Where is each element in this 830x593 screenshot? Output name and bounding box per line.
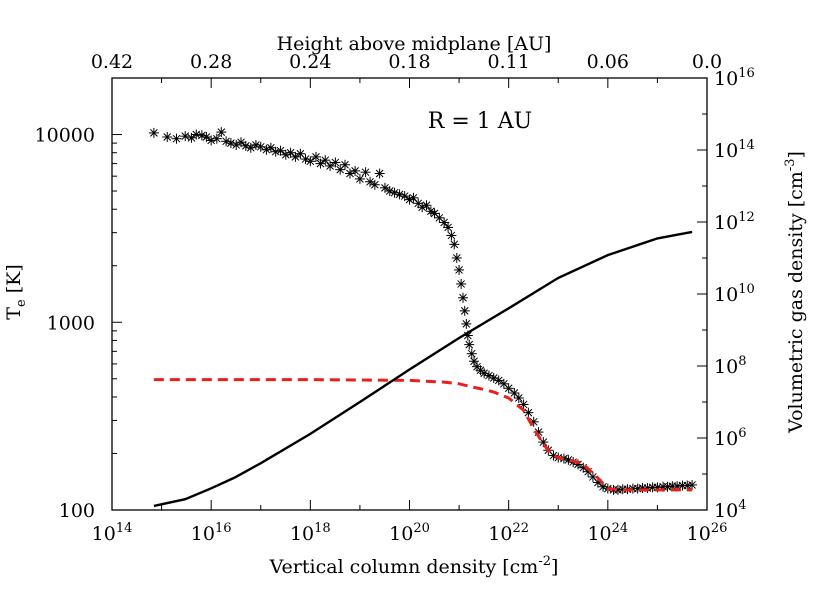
top-tick-label: 0.24 xyxy=(289,51,331,73)
y2-tick-label: 1012 xyxy=(714,210,755,234)
x-tick-label: 1018 xyxy=(290,521,331,545)
data-point xyxy=(211,133,222,144)
y-axis-label: Te [K] xyxy=(3,264,29,319)
data-point xyxy=(374,168,385,179)
data-point xyxy=(439,217,450,228)
data-point xyxy=(399,191,410,202)
data-point xyxy=(458,292,469,303)
density-series-line xyxy=(153,230,693,508)
data-point xyxy=(315,158,326,169)
y-tick-label: 10000 xyxy=(35,125,95,147)
data-point xyxy=(295,148,306,159)
plot-frame xyxy=(111,77,708,511)
data-point xyxy=(305,156,316,167)
data-point xyxy=(148,127,159,138)
data-point xyxy=(365,176,376,187)
data-point xyxy=(404,194,415,205)
data-point xyxy=(162,131,173,142)
data-point xyxy=(180,131,191,142)
data-point xyxy=(344,168,355,179)
dashed-series-line xyxy=(153,378,693,492)
data-point xyxy=(548,450,559,461)
annotation: R = 1 AU xyxy=(428,109,532,134)
data-point xyxy=(360,167,371,178)
data-point xyxy=(446,230,457,241)
data-point xyxy=(339,159,350,170)
y2-tick-label: 1014 xyxy=(714,138,755,162)
data-point xyxy=(320,155,331,166)
x-tick-label: 1016 xyxy=(191,521,232,545)
data-point xyxy=(261,144,272,155)
data-point xyxy=(379,182,390,193)
data-point xyxy=(642,482,653,493)
data-point xyxy=(354,173,365,184)
top-tick-label: 0.42 xyxy=(91,51,133,73)
y2-tick-label: 106 xyxy=(714,426,746,450)
data-point xyxy=(479,368,490,379)
y2-tick-label: 104 xyxy=(714,498,746,522)
data-point xyxy=(687,479,698,490)
x-tick-label: 1024 xyxy=(587,521,628,545)
top-tick-label: 0.11 xyxy=(488,51,530,73)
x-tick-label: 1026 xyxy=(687,521,728,545)
data-point xyxy=(350,165,361,176)
x-axis-label: Vertical column density [cm-2] xyxy=(269,554,559,578)
y-tick-label: 1000 xyxy=(47,312,95,334)
y2-tick-label: 108 xyxy=(714,354,746,378)
data-point xyxy=(265,142,276,153)
data-point xyxy=(245,142,256,153)
data-point xyxy=(417,202,428,213)
data-point xyxy=(325,160,336,171)
data-point xyxy=(464,339,475,350)
data-point xyxy=(216,127,227,138)
data-point xyxy=(459,305,470,316)
y-tick-label: 100 xyxy=(59,500,95,522)
axis-ticks: 1014 1016 1018 1020 1022 1024 1026 0.42 0.28 0.24… xyxy=(35,51,755,545)
data-point xyxy=(443,222,454,233)
data-marks xyxy=(148,127,698,508)
data-point xyxy=(384,186,395,197)
x-tick-label: 1014 xyxy=(92,521,133,545)
data-point xyxy=(421,200,432,211)
y2-tick-label: 1010 xyxy=(714,282,755,306)
data-point xyxy=(171,133,182,144)
top-tick-label: 0.18 xyxy=(388,51,430,73)
y2-tick-label: 1016 xyxy=(714,66,755,90)
data-point xyxy=(330,157,341,168)
data-point xyxy=(493,375,504,386)
data-point xyxy=(255,141,266,152)
data-point xyxy=(449,239,460,250)
top-tick-label: 0.28 xyxy=(190,51,232,73)
x-tick-label: 1022 xyxy=(488,521,529,545)
y2-axis-label: Volumetric gas density [cm-3] xyxy=(783,151,807,434)
data-point xyxy=(456,278,467,289)
data-point xyxy=(275,145,286,156)
data-point xyxy=(310,151,321,162)
data-point xyxy=(461,318,472,329)
data-point xyxy=(513,392,524,403)
data-point xyxy=(503,383,514,394)
data-point xyxy=(454,264,465,275)
data-point xyxy=(451,252,462,263)
x-tick-label: 1020 xyxy=(389,521,430,545)
top-axis-label: Height above midplane [AU] xyxy=(277,33,552,55)
data-point xyxy=(523,407,534,418)
top-tick-label: 0.0 xyxy=(692,51,722,73)
data-point xyxy=(469,356,480,367)
top-tick-label: 0.06 xyxy=(587,51,629,73)
data-point xyxy=(466,348,477,359)
data-point xyxy=(191,129,202,140)
data-point xyxy=(369,179,380,190)
